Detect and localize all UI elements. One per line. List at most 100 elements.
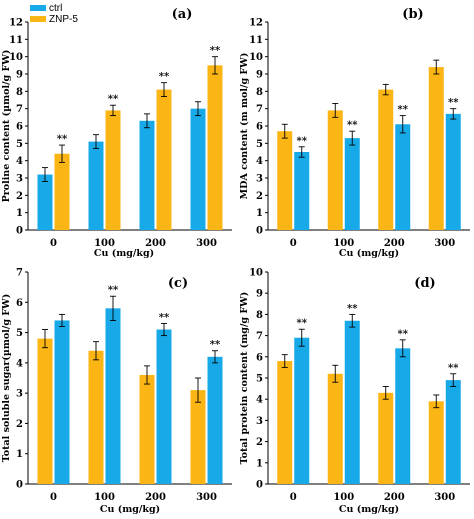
x-axis-title: Cu (mg/kg)	[339, 248, 399, 259]
bar-ctrl-0	[37, 174, 53, 230]
significance-mark: **	[159, 72, 170, 83]
y-tick-label: 12	[249, 18, 263, 29]
x-tick-label: 300	[434, 238, 455, 249]
y-tick-label: 4	[16, 156, 23, 167]
y-tick-label: 8	[16, 87, 23, 98]
y-tick-label: 3	[16, 174, 23, 185]
legend-swatch-ctrl	[30, 5, 46, 11]
significance-mark: **	[448, 98, 459, 109]
significance-mark: **	[347, 120, 358, 131]
y-tick-label: 0	[16, 226, 23, 237]
y-tick-label: 2	[256, 437, 263, 448]
bar-ctrl-300	[445, 380, 461, 484]
bar-ctrl-0	[54, 320, 70, 484]
bar-ctrl-300	[207, 356, 223, 484]
y-tick-label: 7	[16, 104, 23, 115]
y-tick-label: 7	[256, 104, 263, 115]
x-axis-title-panel-a: Cu (mg/kg)	[94, 248, 154, 259]
y-tick-label: 4	[256, 156, 263, 167]
y-tick-label: 6	[16, 122, 23, 133]
bar-znp5-0	[277, 131, 293, 230]
y-tick-label: 6	[256, 122, 263, 133]
y-tick-label: 10	[249, 52, 263, 63]
bar-znp5-0	[37, 338, 53, 484]
y-tick-label: 11	[9, 35, 23, 46]
y-tick-label: 5	[256, 139, 263, 150]
y-tick-label: 0	[256, 226, 263, 237]
y-tick-label: 4	[16, 358, 23, 369]
y-tick-label: 3	[16, 389, 23, 400]
significance-mark: **	[108, 94, 119, 105]
significance-mark: **	[398, 105, 409, 116]
legend-swatch-znp5	[30, 16, 46, 22]
y-tick-label: 2	[16, 419, 23, 430]
y-tick-label: 0	[16, 480, 23, 491]
bar-znp5-100	[327, 373, 343, 484]
bar-ctrl-200	[139, 120, 155, 230]
x-tick-label: 200	[145, 238, 166, 249]
y-tick-label: 1	[16, 208, 23, 219]
bar-ctrl-0	[294, 152, 310, 230]
panel-d: 0 1 2 3 4 5 6 7 8 9 10 ** 0 ** 100 ** 200 ** 300 (d) Total p…	[239, 268, 470, 515]
x-tick-label: 0	[50, 238, 57, 249]
panel-label: (a)	[172, 7, 193, 22]
panel-a: 0123456789101112**0**100**200**300(a)Pro…	[1, 7, 232, 249]
y-tick-label: 9	[16, 70, 23, 81]
bar-ctrl-200	[395, 124, 411, 230]
x-tick-label: 100	[333, 238, 354, 249]
x-tick-label: 200	[384, 238, 405, 249]
y-tick-label: 8	[256, 310, 263, 321]
panel-b: 0123456789101112**0**100**200**300(b)MDA…	[239, 7, 470, 259]
y-axis-title: Total soluble sugar(µmol/g FW)	[1, 294, 12, 462]
x-tick-label: 0	[290, 492, 297, 503]
x-axis-title: Cu (mg/kg)	[339, 504, 399, 515]
significance-mark: **	[347, 303, 358, 314]
bar-ctrl-0	[294, 337, 310, 484]
x-tick-label: 300	[196, 238, 217, 249]
y-tick-label: 7	[16, 268, 23, 279]
significance-mark: **	[297, 318, 308, 329]
x-tick-label: 200	[384, 492, 405, 503]
bar-ctrl-100	[88, 141, 104, 230]
bar-znp5-0	[277, 361, 293, 484]
significance-mark: **	[108, 285, 119, 296]
significance-mark: **	[297, 136, 308, 147]
y-tick-label: 12	[9, 18, 23, 29]
y-tick-label: 8	[256, 87, 263, 98]
legend-label-znp5: ZNP-5	[49, 14, 78, 25]
panel-label: (b)	[402, 7, 423, 22]
y-tick-label: 2	[16, 191, 23, 202]
bar-znp5-100	[327, 110, 343, 230]
y-tick-label: 10	[9, 52, 23, 63]
bar-ctrl-100	[344, 138, 360, 230]
y-tick-label: 4	[256, 395, 263, 406]
bar-znp5-100	[88, 350, 104, 484]
y-tick-label: 6	[256, 352, 263, 363]
bar-ctrl-300	[190, 108, 206, 230]
legend: ctrl ZNP-5	[30, 3, 78, 25]
significance-mark: **	[210, 46, 221, 57]
y-tick-label: 3	[256, 416, 263, 427]
bar-znp5-300	[428, 67, 444, 230]
y-tick-label: 5	[16, 328, 23, 339]
bar-znp5-200	[156, 89, 172, 230]
legend-label-ctrl: ctrl	[49, 3, 62, 14]
bar-ctrl-100	[105, 308, 121, 484]
bar-ctrl-200	[156, 329, 172, 484]
bar-znp5-300	[190, 390, 206, 484]
significance-mark: **	[57, 134, 68, 145]
y-tick-label: 1	[256, 208, 263, 219]
y-tick-label: 2	[256, 191, 263, 202]
significance-mark: **	[448, 363, 459, 374]
bar-znp5-200	[378, 392, 394, 484]
bar-znp5-100	[105, 110, 121, 230]
y-axis-title: MDA content (m mol/g FW)	[239, 53, 250, 200]
significance-mark: **	[398, 329, 409, 340]
bar-znp5-300	[428, 401, 444, 484]
y-tick-label: 5	[256, 374, 263, 385]
y-axis-title: Total protein content (mg/g FW)	[239, 292, 250, 465]
significance-mark: **	[210, 340, 221, 351]
y-tick-label: 3	[256, 174, 263, 185]
bar-ctrl-300	[445, 113, 461, 230]
